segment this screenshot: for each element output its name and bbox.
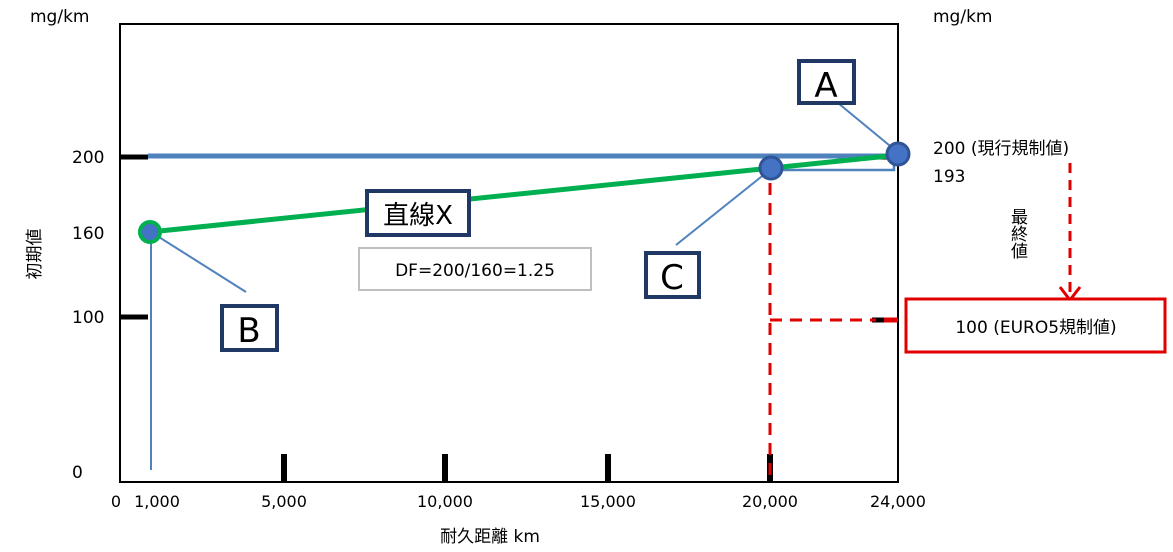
- x-tick-label-20000: 20,000: [742, 492, 798, 511]
- line-x-label-box: [365, 189, 471, 237]
- final-value-label: 最終値: [1007, 208, 1028, 259]
- x-tick-label-1000: 1,000: [134, 492, 180, 511]
- line-x: [149, 152, 899, 235]
- euro5-limit-label: 100 (EURO5規制値): [955, 318, 1116, 338]
- y-tick-label-0: 0: [72, 463, 83, 483]
- point-b: [138, 220, 162, 244]
- y-tick-label-100: 100: [72, 308, 104, 328]
- leader-b: [150, 231, 247, 293]
- callout-b-box: [220, 304, 279, 352]
- current-limit-label: 200 (現行規制値): [933, 139, 1069, 159]
- x-tick-label-10000: 10,000: [417, 492, 473, 511]
- plot-frame: [119, 23, 899, 483]
- x-tick-label-0: 0: [111, 492, 121, 511]
- y-axis-title: 初期値: [25, 229, 45, 280]
- left-unit-label: mg/km: [30, 7, 89, 27]
- leader-a: [837, 102, 896, 151]
- point-a: [885, 141, 911, 167]
- value-193-label: 193: [933, 167, 965, 187]
- callout-c-box: [644, 251, 701, 299]
- leader-c: [675, 168, 772, 246]
- x-tick-label-24000: 24,000: [870, 492, 926, 511]
- y-tick-label-200: 200: [72, 148, 104, 168]
- line-x-label: 直線X: [383, 201, 453, 231]
- x-axis-title: 耐久距離 km: [440, 527, 540, 547]
- callout-a-text: A: [814, 66, 837, 106]
- df-box: [358, 247, 592, 291]
- x-tick-label-5000: 5,000: [261, 492, 307, 511]
- euro5-limit-box: [904, 297, 1167, 354]
- point-c: [758, 155, 784, 181]
- y-tick-label-160: 160: [72, 224, 104, 244]
- x-tick-label-15000: 15,000: [580, 492, 636, 511]
- callout-a-box: [797, 59, 856, 105]
- callout-b-text: B: [237, 311, 260, 351]
- right-unit-label: mg/km: [933, 7, 992, 27]
- callout-c-text: C: [660, 258, 684, 298]
- df-text: DF=200/160=1.25: [395, 261, 555, 281]
